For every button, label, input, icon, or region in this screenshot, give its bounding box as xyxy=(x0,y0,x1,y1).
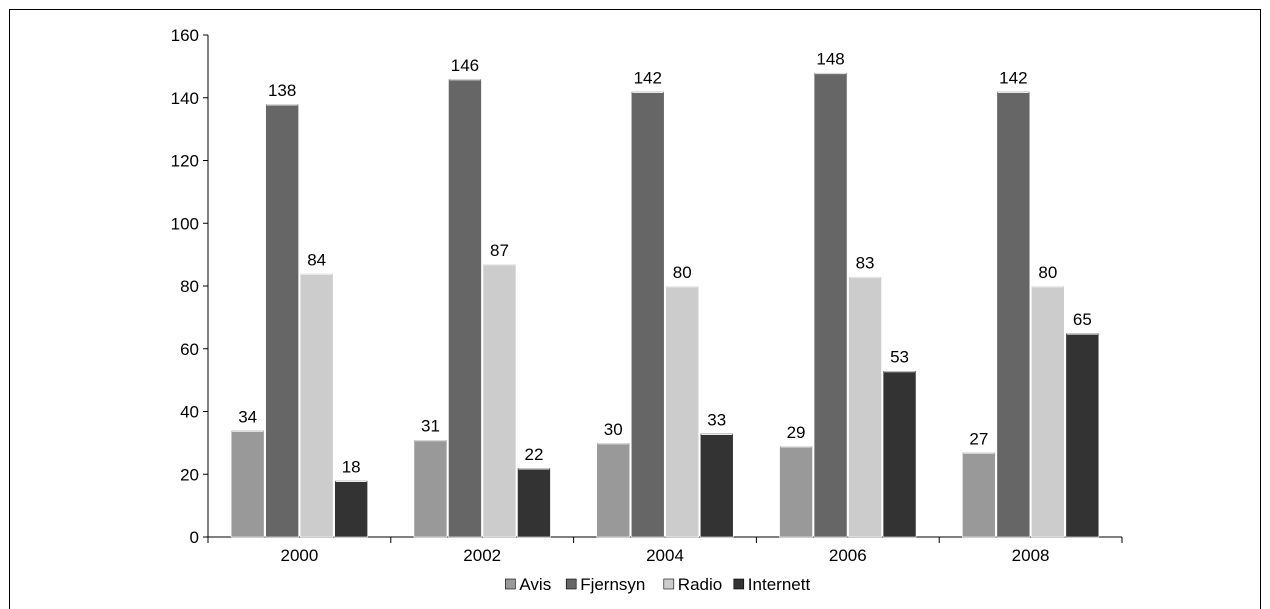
bar xyxy=(848,276,882,538)
data-label: 146 xyxy=(451,56,479,75)
legend-label: Fjernsyn xyxy=(580,575,645,594)
x-tick-label: 2004 xyxy=(646,546,684,565)
data-label: 83 xyxy=(856,254,875,273)
x-tick-label: 2002 xyxy=(463,546,501,565)
bar xyxy=(230,430,265,538)
x-tick-label: 2008 xyxy=(1012,546,1050,565)
data-label: 148 xyxy=(816,50,844,69)
data-label: 30 xyxy=(604,420,623,439)
data-label: 53 xyxy=(890,348,909,367)
data-label: 29 xyxy=(787,423,806,442)
bars xyxy=(230,72,1100,538)
data-label: 34 xyxy=(238,407,257,426)
bar xyxy=(630,91,665,538)
legend-swatch xyxy=(565,578,577,590)
data-label: 18 xyxy=(342,458,361,477)
bar xyxy=(665,285,700,538)
legend-swatch xyxy=(733,578,745,590)
bar xyxy=(299,273,334,538)
bar xyxy=(779,445,813,538)
data-label: 65 xyxy=(1073,310,1092,329)
bar xyxy=(517,467,551,538)
y-tick-label: 120 xyxy=(171,152,199,171)
data-label: 87 xyxy=(490,241,509,260)
y-tick-label: 0 xyxy=(190,528,199,547)
bar xyxy=(1065,332,1100,538)
bar xyxy=(699,433,734,538)
bar xyxy=(413,439,448,538)
bar xyxy=(334,480,368,538)
data-label: 142 xyxy=(999,68,1027,87)
data-label: 27 xyxy=(969,429,988,448)
data-label: 142 xyxy=(634,68,662,87)
bar xyxy=(1031,285,1065,538)
data-label: 80 xyxy=(1038,263,1057,282)
x-tick-label: 2006 xyxy=(829,546,867,565)
bar xyxy=(448,78,482,538)
legend-label: Internett xyxy=(748,575,811,594)
y-tick-label: 140 xyxy=(171,89,199,108)
data-label: 84 xyxy=(307,250,326,269)
value-labels: 34 138 84 18 31 146 87 22 30 142 80 33 29 148 83 53 27 14… xyxy=(238,50,1092,477)
y-tick-label: 60 xyxy=(180,340,199,359)
bar xyxy=(813,72,848,538)
bar xyxy=(882,370,917,538)
legend-swatch xyxy=(505,578,516,590)
data-label: 80 xyxy=(673,263,692,282)
data-label: 31 xyxy=(421,417,440,436)
bar xyxy=(482,263,517,538)
x-tick-label: 2000 xyxy=(280,546,318,565)
data-label: 138 xyxy=(268,81,296,100)
y-tick-label: 100 xyxy=(171,214,199,233)
y-tick-label: 40 xyxy=(180,403,199,422)
data-label: 22 xyxy=(524,445,543,464)
bar xyxy=(265,103,299,538)
y-tick-label: 20 xyxy=(180,465,199,484)
legend-label: Radio xyxy=(678,575,722,594)
bar xyxy=(996,91,1031,538)
y-tick-label: 160 xyxy=(171,26,199,45)
legend-label: Avis xyxy=(519,575,551,594)
data-label: 33 xyxy=(707,410,726,429)
y-tick-label: 80 xyxy=(180,277,199,296)
legend-swatch xyxy=(663,578,675,590)
bar xyxy=(962,451,996,538)
legend: Avis Fjernsyn Radio Internett xyxy=(505,575,810,594)
bar xyxy=(596,442,631,538)
